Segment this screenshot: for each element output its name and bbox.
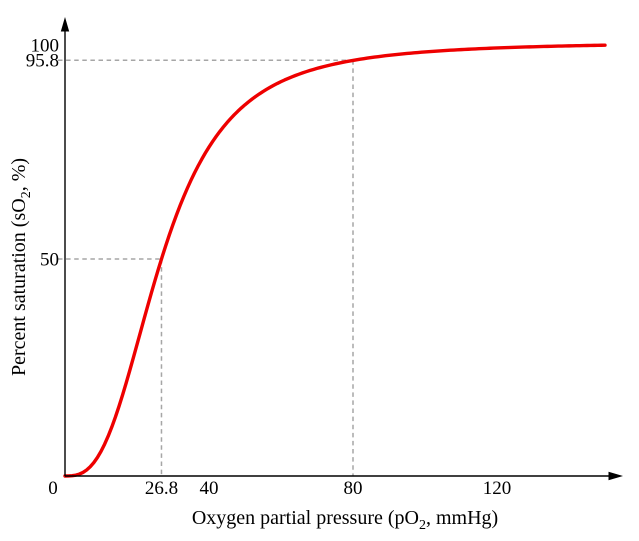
x-tick-labels: 0 26.8 40 80 120 bbox=[48, 478, 511, 499]
y-axis-title: Percent saturation (sO2, %) bbox=[8, 158, 34, 376]
guide-lines bbox=[58, 59, 354, 476]
y-tick-label-95.8: 95.8 bbox=[26, 51, 59, 72]
x-tick-label-120: 120 bbox=[483, 478, 512, 499]
axes bbox=[60, 17, 623, 481]
curve-series bbox=[63, 43, 607, 478]
x-tick-label-26.8: 26.8 bbox=[145, 478, 178, 499]
y-tick-label-50: 50 bbox=[40, 250, 59, 271]
x-axis-title: Oxygen partial pressure (pO2, mmHg) bbox=[192, 507, 498, 533]
x-tick-label-40: 40 bbox=[200, 478, 219, 499]
x-tick-label-0: 0 bbox=[48, 478, 58, 499]
x-tick-label-80: 80 bbox=[344, 478, 363, 499]
x-axis-arrow-icon bbox=[608, 471, 623, 481]
y-tick-label-100: 100 bbox=[31, 36, 60, 57]
y-axis-arrow-icon bbox=[60, 17, 70, 32]
